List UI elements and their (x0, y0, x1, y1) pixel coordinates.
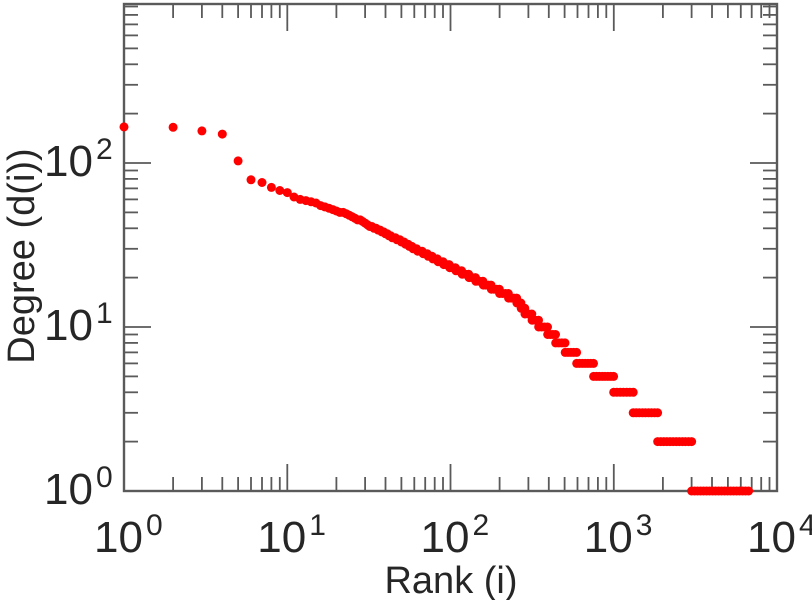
data-point (266, 182, 276, 192)
x-tick-label: 10 1 (257, 509, 326, 562)
data-point (168, 122, 178, 132)
tick-labels: 10 0 10 1 10 2 10 3 10 4 10 0 10 1 10 2 (44, 133, 812, 562)
data-point (246, 175, 256, 185)
data-point (589, 358, 598, 368)
data-point (572, 347, 582, 357)
y-tick-label: 10 2 (44, 133, 113, 186)
axes-and-ticks (122, 2, 779, 493)
data-point (534, 315, 543, 325)
data-point (609, 371, 619, 381)
x-tick-label: 10 3 (584, 509, 653, 562)
data-point (744, 486, 754, 496)
y-tick-label: 10 1 (44, 297, 113, 350)
y-tick-label: 10 0 (44, 461, 113, 514)
data-point (197, 126, 207, 136)
data-point (628, 387, 638, 397)
data-point (687, 437, 697, 447)
data-point (551, 330, 560, 339)
data-point (275, 186, 285, 195)
x-tick-label: 10 4 (747, 509, 812, 562)
data-points (119, 122, 754, 496)
data-point (257, 178, 267, 187)
x-tick-label: 10 2 (421, 509, 490, 562)
plot-frame-border (122, 2, 779, 493)
data-point (233, 156, 243, 166)
data-point (119, 122, 129, 132)
data-point (217, 129, 227, 139)
data-point (282, 188, 292, 198)
y-axis-title: Degree (d(i)) (1, 148, 43, 363)
data-point (653, 408, 663, 418)
data-point (543, 322, 552, 332)
data-point (560, 338, 570, 348)
x-tick-label: 10 0 (94, 509, 163, 562)
x-axis-title: Rank (i) (384, 560, 517, 600)
